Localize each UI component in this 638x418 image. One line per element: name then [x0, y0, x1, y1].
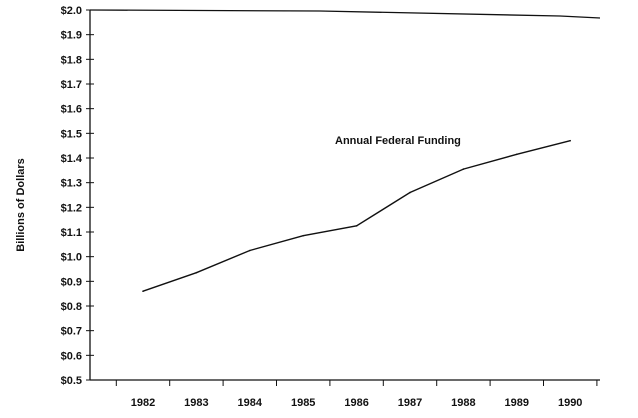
data-point: [302, 234, 305, 237]
data-point: [409, 191, 411, 194]
y-tick-label: $1.8: [61, 54, 82, 66]
x-tick-label: 1985: [291, 397, 315, 409]
x-tick-label: 1988: [451, 397, 475, 409]
x-tick-label: 1983: [184, 397, 208, 409]
series-label-annual-federal-funding: Annual Federal Funding: [335, 135, 461, 147]
y-tick-label: $1.7: [61, 79, 82, 91]
y-axis-title: Billions of Dollars: [15, 158, 27, 252]
y-tick-label: $1.3: [61, 178, 82, 190]
x-tick-label: 1984: [238, 397, 263, 409]
y-tick-label: $1.2: [61, 202, 82, 214]
x-tick-label: 1982: [131, 397, 155, 409]
plot-top-border: [89, 9, 601, 19]
y-tick-label: $0.5: [61, 375, 82, 387]
y-axis-ticks: $2.0 $1.9 $1.8 $1.7 $1.6 $1.5 $1.4 $1.3 $1.2 $1.1…: [61, 5, 94, 387]
y-tick-label: $0.6: [61, 350, 82, 362]
data-point: [142, 290, 144, 293]
y-tick-label: $2.0: [61, 5, 82, 17]
y-tick-label: $1.4: [61, 153, 83, 165]
series-line-annual-federal-funding: [142, 140, 571, 292]
x-tick-label: 1987: [398, 397, 422, 409]
data-point: [249, 249, 251, 252]
y-tick-label: $1.9: [61, 30, 82, 42]
x-tick-label: 1986: [344, 397, 368, 409]
data-point: [462, 168, 465, 170]
x-tick-label: 1989: [505, 397, 529, 409]
series-layer: [142, 139, 571, 293]
x-tick-label: 1990: [558, 397, 582, 409]
data-point: [355, 225, 358, 227]
data-point: [516, 153, 518, 156]
y-tick-label: $0.7: [61, 326, 82, 338]
data-point: [569, 139, 571, 142]
y-tick-label: $1.5: [61, 128, 82, 140]
y-tick-label: $1.6: [61, 104, 82, 116]
y-tick-label: $1.0: [61, 252, 82, 264]
x-axis-ticks: 1982 1983 1984 1985 1986 1987 1988 1989 1990: [115, 380, 598, 409]
data-point: [195, 271, 198, 274]
y-tick-label: $1.1: [61, 227, 82, 239]
y-tick-label: $0.9: [61, 276, 82, 288]
y-tick-label: $0.8: [61, 301, 82, 313]
